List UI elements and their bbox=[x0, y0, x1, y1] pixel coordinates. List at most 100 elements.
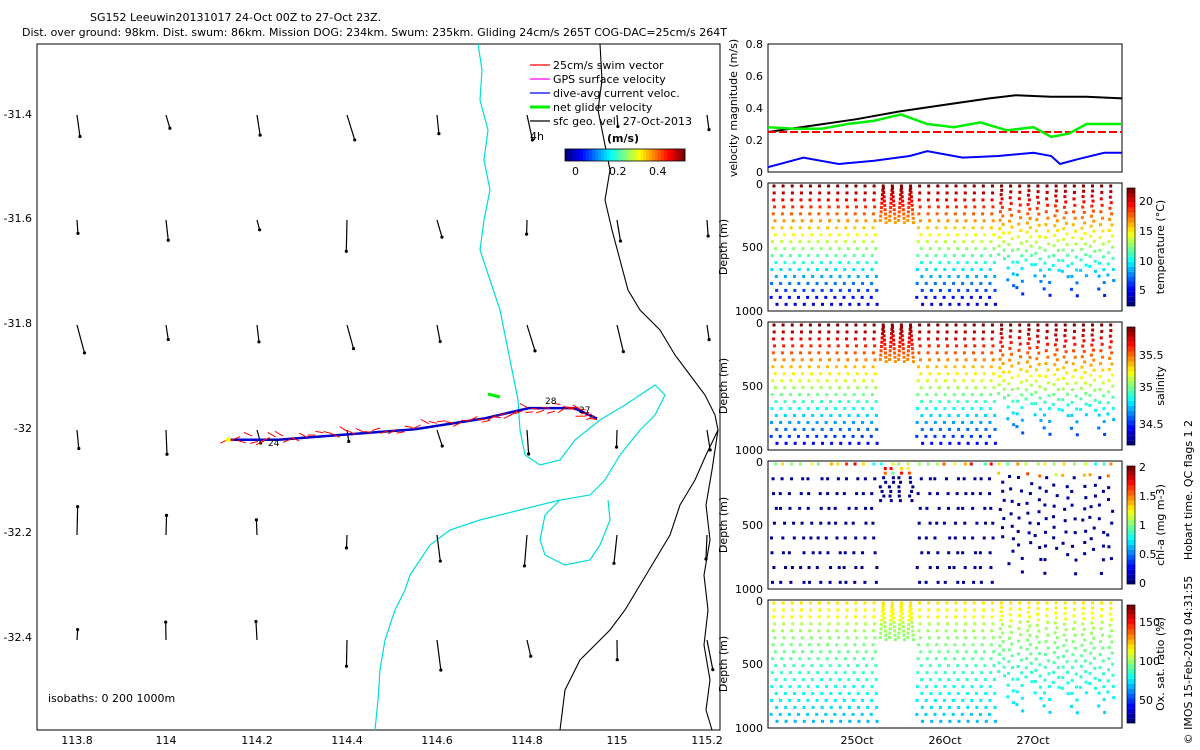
profile-point bbox=[845, 608, 849, 612]
profile-point bbox=[1061, 654, 1065, 658]
profile-point bbox=[1056, 368, 1060, 372]
profile-point bbox=[907, 336, 911, 340]
profile-point bbox=[1110, 351, 1114, 355]
profile-point bbox=[783, 678, 787, 682]
panel-chlorophyll: 0 500 1000 Depth (m) 2 1.5 1 0.5 0 chl-a… bbox=[717, 456, 1167, 596]
colorbar-segment bbox=[1127, 683, 1135, 689]
profile-point bbox=[869, 295, 873, 299]
colorbar-segment bbox=[1127, 361, 1135, 367]
profile-point bbox=[1109, 190, 1113, 194]
profile-point bbox=[974, 413, 978, 417]
profile-point bbox=[854, 506, 858, 510]
profile-point bbox=[898, 623, 902, 627]
profile-point bbox=[889, 467, 893, 471]
profile-point bbox=[807, 365, 811, 369]
profile-point bbox=[912, 221, 915, 225]
swim-vector bbox=[514, 410, 523, 415]
profile-point bbox=[1089, 214, 1093, 218]
colorbar-segment bbox=[1127, 386, 1135, 392]
profile-point bbox=[988, 551, 992, 555]
colorbar-segment bbox=[1127, 718, 1135, 724]
profile-point bbox=[834, 521, 838, 525]
profile-point bbox=[1079, 685, 1083, 689]
profile-point bbox=[842, 434, 846, 438]
svg-text:0: 0 bbox=[756, 166, 763, 179]
profile-point bbox=[798, 506, 802, 510]
profile-point bbox=[808, 337, 812, 341]
net-velocity-mark bbox=[487, 392, 501, 399]
profile-point bbox=[1000, 601, 1003, 605]
profile-point bbox=[1065, 485, 1069, 489]
profile-point bbox=[897, 462, 901, 466]
swim-vector bbox=[380, 430, 389, 434]
profile-point bbox=[861, 685, 865, 689]
profile-point bbox=[809, 205, 813, 209]
profile-point bbox=[933, 295, 937, 299]
profile-point bbox=[825, 254, 829, 258]
profile-point bbox=[787, 295, 791, 299]
profile-point bbox=[1093, 249, 1097, 253]
profile-point bbox=[935, 365, 939, 369]
profile-point bbox=[1098, 387, 1102, 391]
profile-point bbox=[928, 386, 932, 390]
profile-point bbox=[889, 206, 893, 210]
profile-point bbox=[1021, 292, 1025, 296]
profile-point bbox=[917, 365, 921, 369]
profile-point bbox=[911, 216, 915, 220]
profile-point bbox=[960, 712, 964, 716]
profile-point bbox=[807, 657, 811, 661]
profile-point bbox=[806, 506, 810, 510]
profile-point bbox=[1061, 259, 1065, 263]
profile-point bbox=[828, 247, 832, 251]
profile-point bbox=[1051, 680, 1055, 684]
profile-point bbox=[824, 281, 828, 285]
profile-point bbox=[783, 664, 787, 668]
profile-point bbox=[1025, 240, 1029, 244]
profile-point bbox=[1011, 549, 1015, 553]
profile-point bbox=[962, 629, 966, 633]
velocity-series-line bbox=[767, 94, 1123, 133]
profile-point bbox=[828, 372, 832, 376]
profile-point bbox=[790, 615, 794, 619]
profile-point bbox=[979, 420, 983, 424]
profile-point bbox=[1008, 346, 1012, 350]
colorbar-segment bbox=[1127, 256, 1135, 262]
profile-point bbox=[888, 353, 892, 357]
profile-point bbox=[971, 536, 975, 540]
profile-point bbox=[1108, 206, 1112, 210]
profile-point bbox=[1006, 266, 1010, 270]
profile-point bbox=[855, 636, 859, 640]
profile-point bbox=[1000, 526, 1004, 530]
profile-point bbox=[1081, 195, 1085, 199]
profile-point bbox=[915, 698, 919, 702]
profile-point bbox=[936, 323, 940, 327]
colorbar-segment bbox=[1127, 327, 1135, 332]
profile-point bbox=[1064, 339, 1068, 343]
profile-point bbox=[1002, 240, 1006, 244]
colorbar-segment bbox=[1127, 261, 1135, 267]
profile-point bbox=[1055, 338, 1059, 342]
profile-point bbox=[943, 657, 947, 661]
profile-point bbox=[1036, 340, 1040, 344]
profile-point bbox=[909, 334, 913, 338]
profile-point bbox=[774, 261, 778, 265]
profile-point bbox=[1056, 656, 1060, 660]
oxygen-colorbar bbox=[1127, 605, 1135, 724]
profile-point bbox=[870, 407, 874, 411]
profile-point bbox=[973, 358, 977, 362]
profile-point bbox=[1107, 545, 1111, 549]
profile-point bbox=[774, 400, 778, 404]
profile-point bbox=[1110, 373, 1114, 377]
profile-point bbox=[1083, 552, 1087, 556]
profile-point bbox=[1033, 534, 1037, 538]
colorbar-segment bbox=[1127, 579, 1135, 585]
profile-point bbox=[1107, 486, 1111, 490]
profile-point bbox=[855, 233, 859, 237]
profile-point bbox=[964, 622, 968, 626]
profile-point bbox=[783, 386, 787, 390]
profile-point bbox=[891, 462, 895, 466]
profile-point bbox=[807, 671, 811, 675]
profile-point bbox=[818, 219, 822, 223]
profile-point bbox=[1047, 268, 1051, 272]
geo-vector-head bbox=[258, 228, 262, 232]
